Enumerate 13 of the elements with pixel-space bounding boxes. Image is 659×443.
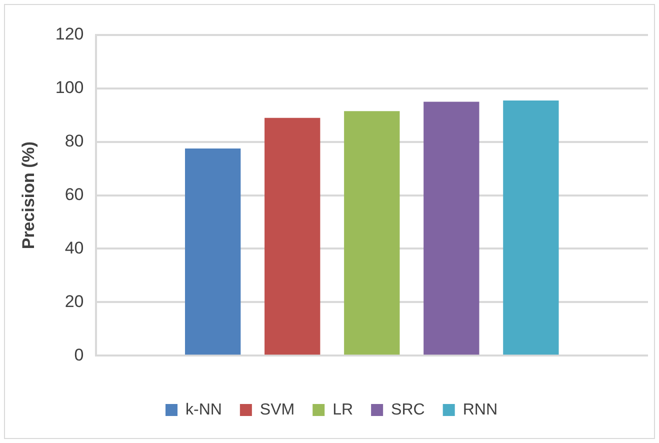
legend-label: k-NN bbox=[185, 401, 222, 418]
y-tick-label: 0 bbox=[74, 345, 84, 364]
y-tick-label: 100 bbox=[55, 78, 84, 98]
y-tick-label: 40 bbox=[64, 238, 84, 258]
legend-label: LR bbox=[332, 401, 354, 418]
y-tick-label: 80 bbox=[64, 132, 84, 151]
y-tick-label: 60 bbox=[64, 184, 84, 204]
y-tick-label: 20 bbox=[64, 292, 84, 311]
legend-label: SVM bbox=[260, 401, 295, 418]
legend-label: SRC bbox=[391, 401, 425, 418]
legend-label: RNN bbox=[462, 401, 498, 418]
y-tick-label: 120 bbox=[55, 24, 84, 44]
y-axis-title: Precision (%) bbox=[18, 141, 38, 250]
